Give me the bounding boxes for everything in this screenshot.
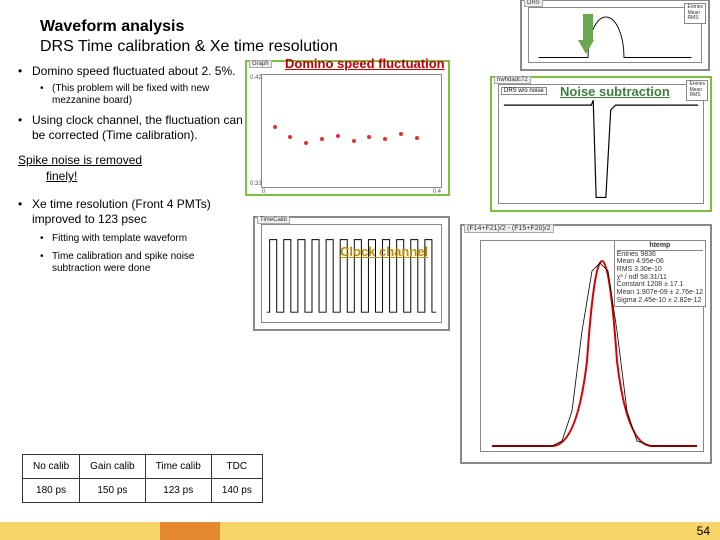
bullet-marker: • [18, 64, 32, 79]
main-content: • Domino speed fluctuated about 2. 5%. •… [0, 64, 720, 504]
calibration-table: No calib Gain calib Time calib TDC 180 p… [22, 454, 263, 503]
plot-area [261, 224, 442, 323]
plot-area: 0.42 0.33 0 0.4 [261, 74, 442, 188]
plot-area: DRS w/o noise [498, 84, 704, 204]
chart-clock: TimeCalib [253, 216, 450, 331]
spike-line-1: Spike noise is removed [18, 153, 243, 167]
sub-marker: • [40, 83, 52, 107]
bullet-marker: • [18, 113, 32, 143]
bullet-marker: • [18, 197, 32, 227]
label-noise: Noise subtraction [560, 84, 670, 99]
sub-marker: • [40, 233, 52, 245]
table-cell: 140 ps [211, 479, 262, 503]
axis-label: 0.42 [250, 75, 262, 81]
chart-domino: Graph 0.42 0.33 0 0.4 [245, 60, 450, 196]
footer-bar [0, 522, 720, 540]
table-cell: 150 ps [80, 479, 145, 503]
footer-accent [160, 522, 220, 540]
table: No calib Gain calib Time calib TDC 180 p… [22, 454, 263, 503]
bullet-1-sub: • (This problem will be fixed with new m… [40, 83, 243, 107]
bullet-3-sub1-text: Fitting with template waveform [52, 233, 187, 245]
table-cell: 123 ps [145, 479, 211, 503]
bullet-2: • Using clock channel, the fluctuation c… [18, 113, 243, 143]
axis-label: 0.4 [433, 189, 441, 195]
arrow-stem [583, 14, 593, 40]
chart-gaussian: (F14+F21)/2 - (F15+F20)/2 htemp Entries … [460, 224, 712, 464]
table-cell: Gain calib [80, 455, 145, 479]
legend-box: DRS w/o noise [501, 87, 547, 95]
table-cell: TDC [211, 455, 262, 479]
stat-row: Entries 9836 [617, 251, 703, 259]
axis-label: 0 [262, 189, 265, 195]
table-cell: 180 ps [23, 479, 80, 503]
arrow-down-icon [578, 40, 594, 54]
bullet-3-sub2: • Time calibration and spike noise subtr… [40, 251, 243, 275]
bullet-3-text: Xe time resolution (Front 4 PMTs) improv… [32, 197, 243, 227]
chart-top-right: DRS EntriesMeanRMS [520, 0, 710, 71]
spike-line-2: finely! [46, 169, 243, 183]
scatter-point [415, 136, 419, 140]
table-row: 180 ps 150 ps 123 ps 140 ps [23, 479, 263, 503]
bullet-1: • Domino speed fluctuated about 2. 5%. [18, 64, 243, 79]
chart-gauss-title: (F14+F21)/2 - (F15+F20)/2 [464, 224, 554, 233]
table-cell: No calib [23, 455, 80, 479]
scatter-point [320, 137, 324, 141]
scatter-point [304, 141, 308, 145]
scatter-point [273, 125, 277, 129]
scatter-point [352, 139, 356, 143]
curve-icon [529, 8, 701, 62]
page-number: 54 [697, 524, 710, 538]
bullet-2-text: Using clock channel, the fluctuation can… [32, 113, 243, 143]
chart-noise-title: hwhdadc72 [494, 76, 531, 84]
bullet-3-sub2-text: Time calibration and spike noise subtrac… [52, 251, 243, 275]
left-column: • Domino speed fluctuated about 2. 5%. •… [18, 64, 243, 281]
axis-label: 0.33 [250, 181, 262, 187]
stat-row: Mean 1.907e-09 ± 2.76e-12 [617, 289, 703, 297]
table-row: No calib Gain calib Time calib TDC [23, 455, 263, 479]
stat-title: htemp [617, 242, 703, 251]
plot-area [528, 7, 702, 63]
chart-top-right-title: DRS [524, 0, 543, 7]
bullet-1-text: Domino speed fluctuated about 2. 5%. [32, 64, 235, 79]
label-clock: Clock channel [340, 244, 428, 259]
noise-wave-icon [499, 85, 703, 203]
table-cell: Time calib [145, 455, 211, 479]
stat-row: Mean 4.95e-06 [617, 258, 703, 266]
scatter-point [383, 137, 387, 141]
scatter-points [262, 75, 441, 187]
stat-box: EntriesMeanRMS [686, 80, 708, 101]
chart-domino-title: Graph [249, 60, 272, 68]
sub-marker: • [40, 251, 52, 275]
stat-row: Sigma 2.45e-10 ± 2.82e-12 [617, 297, 703, 305]
clock-wave-icon [262, 225, 441, 322]
label-domino: Domino speed fluctuation [285, 56, 445, 71]
bullet-1-sub-text: (This problem will be fixed with new mez… [52, 83, 243, 107]
stat-row: RMS 3.30e-10 [617, 266, 703, 274]
bullet-3-sub1: • Fitting with template waveform [40, 233, 243, 245]
scatter-point [288, 135, 292, 139]
bullet-3: • Xe time resolution (Front 4 PMTs) impr… [18, 197, 243, 227]
stat-box: EntriesMeanRMS [684, 3, 706, 24]
scatter-point [399, 132, 403, 136]
stat-row: χ² / ndf 58.31/11 [617, 274, 703, 282]
stat-row: Constant 1208 ± 17.1 [617, 281, 703, 289]
scatter-point [367, 135, 371, 139]
chart-clock-title: TimeCalib [257, 216, 290, 224]
stat-box-gauss: htemp Entries 9836 Mean 4.95e-06 RMS 3.3… [614, 240, 706, 307]
scatter-point [336, 134, 340, 138]
